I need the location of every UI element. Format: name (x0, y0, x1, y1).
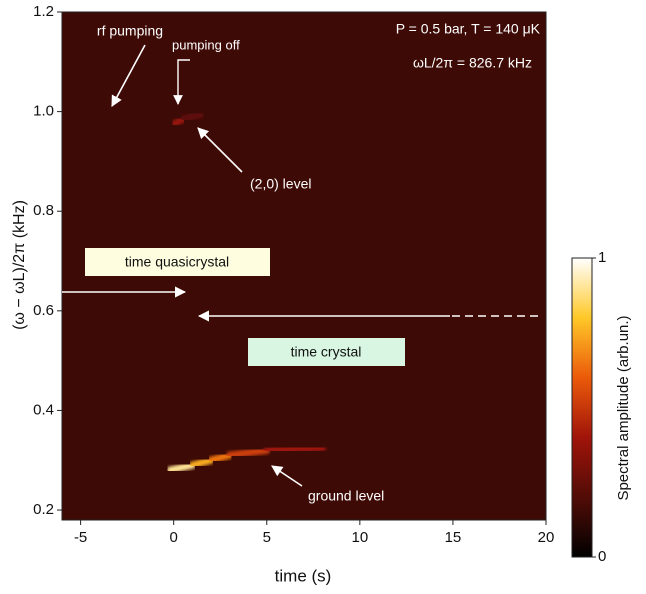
y-axis-label: (ω − ωL)/2π (kHz) (11, 200, 28, 330)
annotation: ωL/2π = 826.7 kHz (413, 55, 532, 71)
y-tick-label: 0.6 (33, 302, 54, 319)
arrow (173, 59, 190, 105)
colorbar-label: Spectral amplitude (arb.un.) (615, 315, 632, 500)
x-axis-label: time (s) (275, 566, 332, 585)
annotation: pumping off (172, 37, 240, 52)
y-tick-label: 0.8 (33, 202, 54, 219)
x-tick-label: 10 (352, 529, 369, 546)
label-box (248, 338, 405, 366)
y-tick-label: 1.2 (33, 3, 54, 20)
annotation: (2,0) level (250, 176, 311, 192)
x-tick-label: 0 (170, 529, 178, 546)
spectral-band (263, 444, 327, 454)
annotation: P = 0.5 bar, T = 140 μK (396, 21, 541, 37)
plot-frame (61, 11, 547, 521)
x-tick-label: -5 (74, 529, 87, 546)
arrow (111, 44, 146, 107)
colorbar (571, 257, 593, 558)
label-box (85, 248, 270, 276)
x-tick-label: 5 (263, 529, 271, 546)
annotation: rf pumping (97, 23, 163, 39)
x-tick-label: 20 (538, 529, 555, 546)
colorbar-tick-label: 0 (598, 548, 606, 565)
y-tick-label: 1.0 (33, 103, 54, 120)
colorbar-tick-label: 1 (598, 249, 606, 266)
arrow (271, 465, 303, 487)
y-tick-label: 0.2 (33, 501, 54, 518)
annotations: rf pumping pumping off (2,0) level groun… (62, 21, 541, 504)
spectral-band (166, 461, 196, 474)
y-tick-label: 0.4 (33, 401, 54, 418)
arrow (197, 127, 243, 173)
spectral-band (179, 110, 206, 123)
x-tick-label: 15 (445, 529, 462, 546)
annotation: time quasicrystal (125, 254, 229, 270)
annotation: time crystal (291, 344, 362, 360)
annotation: ground level (308, 488, 384, 504)
spectral-band (226, 446, 271, 459)
